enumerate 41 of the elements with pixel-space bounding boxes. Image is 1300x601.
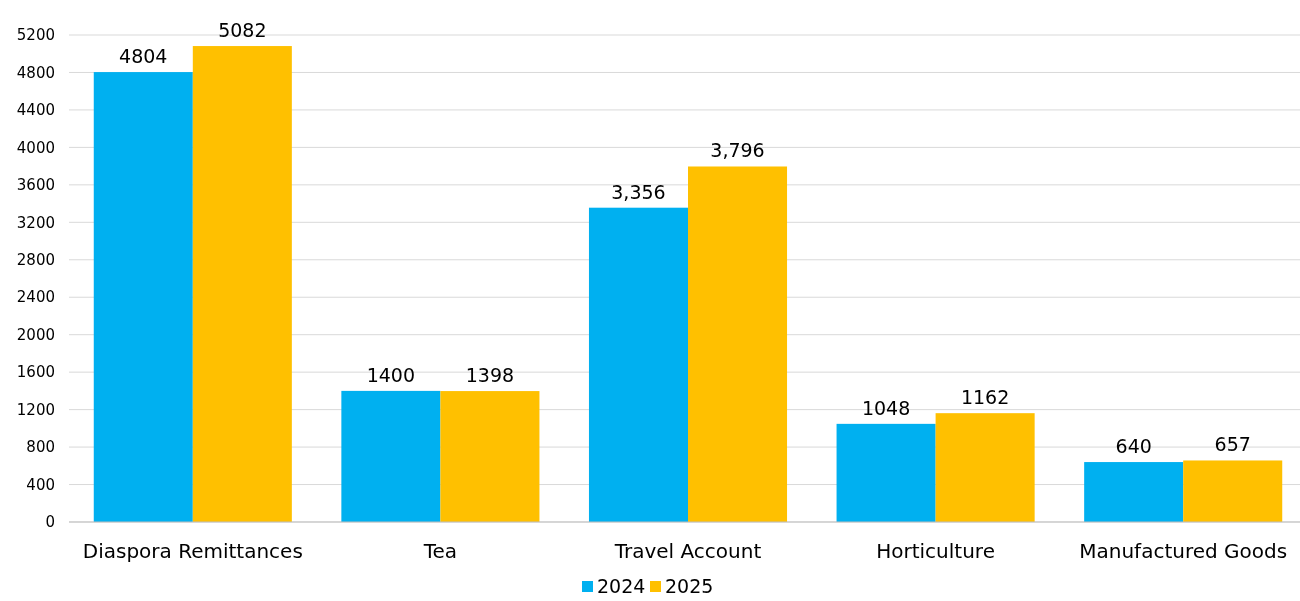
y-tick-label: 1200	[16, 400, 55, 419]
x-tick-label: Horticulture	[876, 539, 995, 563]
bar	[836, 423, 936, 522]
bar	[93, 72, 193, 522]
data-label: 3,796	[710, 139, 765, 162]
x-tick-label: Diaspora Remittances	[82, 539, 303, 563]
y-tick-label: 4400	[16, 101, 55, 120]
legend-label: 2024	[597, 575, 646, 597]
bar	[192, 46, 292, 522]
x-tick-label: Tea	[422, 539, 458, 563]
y-tick-label: 2800	[16, 251, 55, 270]
y-tick-label: 400	[26, 475, 55, 494]
x-tick-label: Manufactured Goods	[1079, 539, 1288, 563]
data-label: 4804	[119, 45, 168, 68]
x-tick-label: Travel Account	[613, 539, 762, 563]
bar	[440, 391, 540, 522]
y-tick-label: 2000	[16, 325, 55, 344]
y-tick-label: 4800	[16, 63, 55, 82]
y-tick-label: 4000	[16, 138, 55, 157]
data-label: 5082	[218, 19, 267, 42]
data-label: 1048	[861, 396, 911, 419]
bar	[688, 166, 788, 522]
bar	[341, 390, 441, 522]
data-label: 1162	[960, 386, 1010, 409]
bar	[588, 207, 688, 522]
bar	[1084, 462, 1184, 522]
data-label: 3,356	[611, 180, 666, 203]
legend-label: 2025	[665, 575, 714, 597]
y-tick-label: 5200	[16, 26, 55, 45]
y-tick-label: 800	[26, 438, 55, 457]
data-label: 1400	[366, 363, 416, 386]
data-label: 657	[1214, 433, 1251, 456]
bar	[1183, 460, 1283, 522]
data-label: 1398	[465, 364, 515, 387]
y-tick-label: 3200	[16, 213, 55, 232]
data-label: 640	[1115, 435, 1152, 458]
bar	[935, 413, 1035, 522]
y-tick-label: 3600	[16, 176, 55, 195]
y-tick-label: 1600	[16, 363, 55, 382]
y-tick-label: 0	[45, 513, 55, 532]
y-tick-label: 2400	[16, 288, 55, 307]
